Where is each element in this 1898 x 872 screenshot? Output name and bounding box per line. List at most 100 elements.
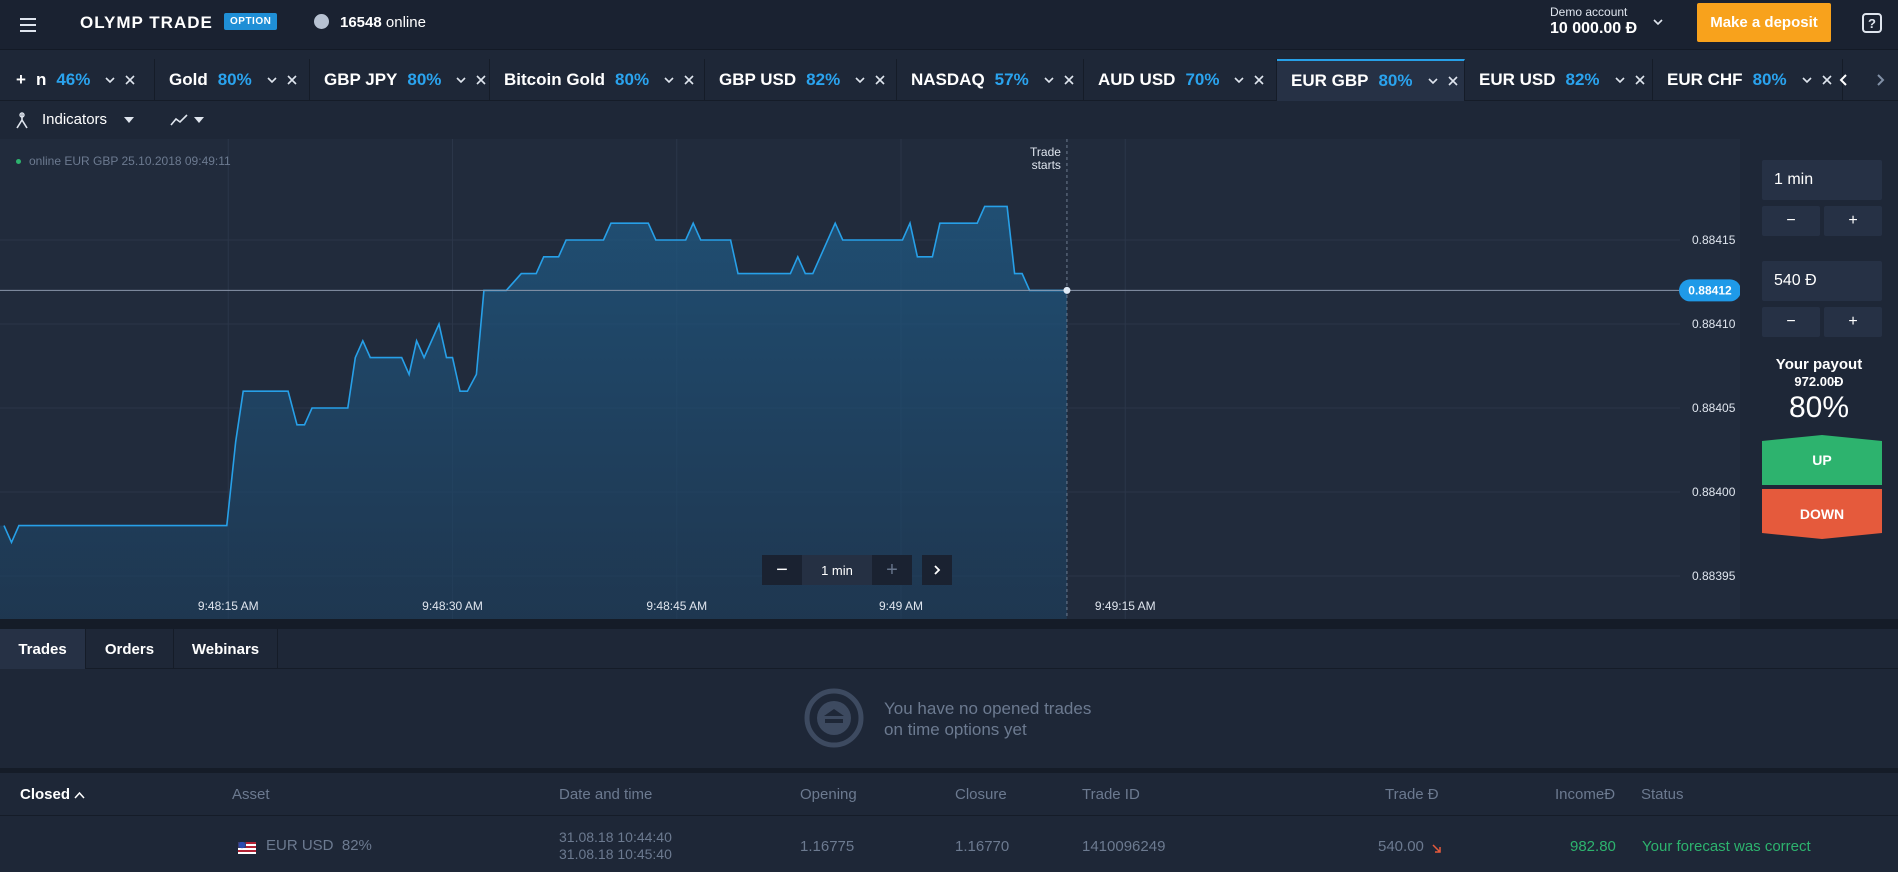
price-area: [0, 206, 1067, 619]
asset-tab-name: GBP USD: [719, 70, 797, 89]
online-dot-icon: [16, 158, 21, 164]
close-icon[interactable]: [1063, 74, 1075, 86]
chevron-right-icon: [1877, 74, 1885, 86]
chevron-down-icon[interactable]: [663, 74, 675, 86]
zoom-in-button[interactable]: +: [872, 555, 912, 585]
header-status: Status: [1641, 786, 1684, 803]
asset-tab-payout: 70%: [1185, 70, 1220, 89]
tab-trades[interactable]: Trades: [0, 629, 86, 669]
tab-webinars[interactable]: Webinars: [174, 629, 278, 669]
row-trade-id: 1410096249: [1082, 838, 1166, 855]
y-tick-label: 0.88405: [1692, 401, 1736, 415]
close-icon[interactable]: [874, 74, 886, 86]
asset-tab-name: Gold: [169, 70, 208, 89]
chevron-down-icon[interactable]: [1614, 74, 1626, 86]
chart-type-icon[interactable]: [170, 113, 188, 127]
asset-tab-payout: 80%: [615, 70, 650, 89]
payout-value: 972.00Đ: [1794, 374, 1844, 389]
x-tick-label: 9:49 AM: [879, 599, 923, 613]
current-price-badge: [1679, 279, 1740, 302]
chevron-down-icon[interactable]: [1233, 74, 1245, 86]
closed-sort-toggle[interactable]: Closed: [20, 786, 85, 803]
up-button[interactable]: UP: [1762, 435, 1882, 485]
close-icon[interactable]: [475, 74, 487, 86]
x-tick-label: 9:49:15 AM: [1095, 599, 1156, 613]
close-icon[interactable]: [286, 74, 298, 86]
duration-field[interactable]: 1 min: [1762, 160, 1882, 200]
close-icon[interactable]: [1253, 74, 1265, 86]
payout-label: Your payout: [1775, 356, 1863, 373]
asset-tab[interactable]: Gold 80%: [155, 59, 310, 101]
chevron-down-icon[interactable]: [266, 74, 278, 86]
indicators-icon[interactable]: [14, 112, 30, 130]
scroll-right-button[interactable]: [922, 555, 952, 585]
chevron-down-icon[interactable]: [1652, 16, 1664, 28]
tabs-scroll-right-button[interactable]: [1862, 59, 1898, 101]
close-icon[interactable]: [124, 74, 136, 86]
chevron-down-icon[interactable]: [455, 74, 467, 86]
empty-state-message: You have no opened trades on time option…: [884, 699, 1092, 739]
asset-tab-payout: 82%: [806, 70, 841, 89]
asset-tab[interactable]: NASDAQ 57%: [897, 59, 1084, 101]
chevron-down-icon[interactable]: [854, 74, 866, 86]
asset-tab[interactable]: EUR CHF 80%: [1653, 59, 1843, 101]
duration-minus-button[interactable]: −: [1762, 206, 1820, 236]
row-date-open: 31.08.18 10:44:40: [559, 829, 672, 845]
asset-tab[interactable]: GBP JPY 80%: [310, 59, 490, 101]
asset-tab[interactable]: EUR GBP 80%: [1277, 59, 1465, 101]
close-icon[interactable]: [683, 74, 695, 86]
divider: [0, 768, 1898, 773]
table-row[interactable]: EUR USD 82% 31.08.18 10:44:40 31.08.18 1…: [0, 817, 1898, 872]
asset-tab[interactable]: EUR USD 82%: [1465, 59, 1653, 101]
asset-tab-name: EUR GBP: [1291, 71, 1369, 90]
asset-tabs-bar: + n 46% Gold 80% GBP JPY 80% Bitcoin Gold 80% GBP…: [0, 59, 1898, 101]
chevron-down-icon[interactable]: [104, 74, 116, 86]
close-icon[interactable]: [1634, 74, 1646, 86]
down-button[interactable]: DOWN: [1762, 489, 1882, 539]
duration-plus-button[interactable]: +: [1824, 206, 1882, 236]
tab-orders[interactable]: Orders: [86, 629, 174, 669]
help-icon[interactable]: ?: [1862, 13, 1882, 33]
amount-minus-button[interactable]: −: [1762, 307, 1820, 337]
zoom-out-button[interactable]: −: [762, 555, 802, 585]
asset-tab-payout: 82%: [1565, 70, 1600, 89]
payout-percent: 80%: [1788, 391, 1850, 424]
menu-icon[interactable]: [14, 12, 42, 38]
make-deposit-button[interactable]: Make a deposit: [1697, 3, 1831, 42]
row-income: 982.80: [1570, 838, 1616, 855]
asset-tab[interactable]: AUD USD 70%: [1084, 59, 1277, 101]
close-icon[interactable]: [1447, 75, 1459, 87]
add-tab-icon[interactable]: +: [16, 70, 26, 89]
x-tick-label: 9:48:30 AM: [422, 599, 483, 613]
account-type-label[interactable]: Demo account: [1550, 5, 1628, 19]
y-tick-label: 0.88395: [1692, 569, 1736, 583]
amount-plus-button[interactable]: +: [1824, 307, 1882, 337]
asset-tab-payout: 80%: [217, 70, 252, 89]
y-tick-label: 0.88400: [1692, 485, 1736, 499]
online-users-icon: [314, 14, 329, 29]
y-tick-label: 0.88410: [1692, 317, 1736, 331]
eur-usd-flag-icon: [238, 842, 256, 854]
chevron-down-icon[interactable]: [1801, 74, 1813, 86]
tabs-scroll-left-button[interactable]: [1826, 59, 1862, 101]
asset-tab-payout: 80%: [407, 70, 442, 89]
close-icon[interactable]: [1821, 74, 1833, 86]
header-opening: Opening: [800, 786, 857, 803]
amount-field[interactable]: 540 Đ: [1762, 261, 1882, 301]
chevron-down-icon[interactable]: [1043, 74, 1055, 86]
asset-tab-payout: 80%: [1378, 71, 1413, 90]
current-point-marker: [1063, 286, 1071, 294]
asset-tab[interactable]: + n 46%: [0, 59, 155, 101]
asset-tab[interactable]: Bitcoin Gold 80%: [490, 59, 705, 101]
header-income: IncomeĐ: [1555, 786, 1616, 803]
zoom-value: 1 min: [802, 555, 872, 585]
chevron-down-icon[interactable]: [1427, 75, 1439, 87]
price-chart[interactable]: Trade starts 0.88412 0.88415 0.88410 0.88405 0…: [0, 139, 1740, 619]
account-balance[interactable]: 10 000.00 Đ: [1550, 20, 1638, 37]
caret-down-icon[interactable]: [124, 117, 134, 123]
row-opening: 1.16775: [800, 838, 855, 855]
caret-down-icon[interactable]: [194, 117, 204, 123]
indicators-button[interactable]: Indicators: [42, 111, 108, 128]
asset-tab[interactable]: GBP USD 82%: [705, 59, 897, 101]
